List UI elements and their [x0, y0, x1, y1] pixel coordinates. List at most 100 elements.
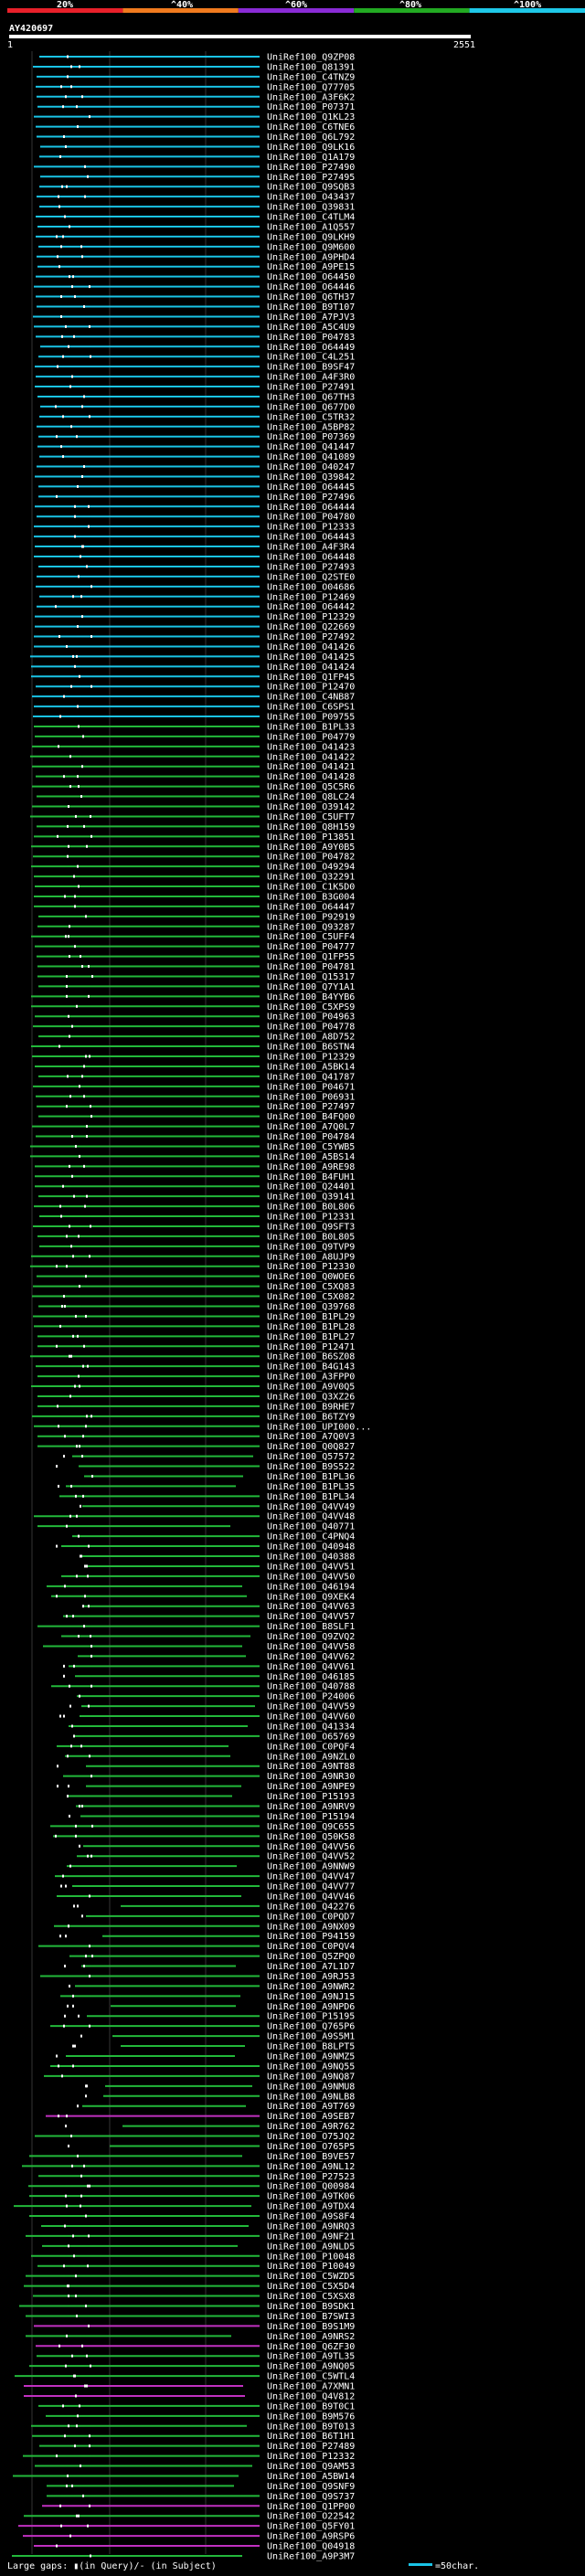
- hit-label[interactable]: UniRef100_Q4VV56: [267, 1842, 355, 1852]
- hit-label[interactable]: UniRef100_B1PL29: [267, 1312, 355, 1322]
- hit-label[interactable]: UniRef100_Q9ZP08: [267, 53, 355, 63]
- hit-label[interactable]: UniRef100_Q32291: [267, 873, 355, 883]
- hit-label[interactable]: UniRef100_A9R762: [267, 2122, 355, 2132]
- hit-label[interactable]: UniRef100_A9TDX4: [267, 2202, 355, 2212]
- hit-label[interactable]: UniRef100_B9S522: [267, 1462, 355, 1472]
- hit-label[interactable]: UniRef100_Q6TH37: [267, 292, 355, 302]
- hit-label[interactable]: UniRef100_A9NPE9: [267, 1782, 355, 1792]
- hit-label[interactable]: UniRef100_Q9SFT3: [267, 1222, 355, 1232]
- hit-label[interactable]: UniRef100_Q3XZ26: [267, 1392, 355, 1402]
- hit-label[interactable]: UniRef100_A5BW14: [267, 2472, 355, 2482]
- hit-label[interactable]: UniRef100_O40247: [267, 462, 355, 472]
- hit-label[interactable]: UniRef100_Q4VV50: [267, 1572, 355, 1582]
- hit-label[interactable]: UniRef100_C0PQF4: [267, 1742, 355, 1752]
- hit-label[interactable]: UniRef100_Q4VV63: [267, 1602, 355, 1612]
- hit-label[interactable]: UniRef100_B9SDK1: [267, 2302, 355, 2312]
- hit-label[interactable]: UniRef100_A4F3R4: [267, 543, 355, 553]
- hit-label[interactable]: UniRef100_A9RJ53: [267, 1972, 355, 1982]
- hit-label[interactable]: UniRef100_C0PQD7: [267, 1912, 355, 1922]
- hit-label[interactable]: UniRef100_O65769: [267, 1732, 355, 1742]
- hit-label[interactable]: UniRef100_P04671: [267, 1082, 355, 1092]
- hit-label[interactable]: UniRef100_Q81391: [267, 62, 355, 72]
- hit-label[interactable]: UniRef100_O41426: [267, 642, 355, 652]
- hit-label[interactable]: UniRef100_Q4VV49: [267, 1502, 355, 1512]
- hit-label[interactable]: UniRef100_Q6ZF30: [267, 2342, 355, 2352]
- hit-label[interactable]: UniRef100_Q4VV47: [267, 1872, 355, 1882]
- hit-label[interactable]: UniRef100_Q4VV62: [267, 1652, 355, 1662]
- hit-label[interactable]: UniRef100_A9S8F4: [267, 2212, 355, 2222]
- hit-label[interactable]: UniRef100_A9NQ87: [267, 2072, 355, 2082]
- hit-label[interactable]: UniRef100_P10049: [267, 2262, 355, 2272]
- hit-label[interactable]: UniRef100_P10048: [267, 2252, 355, 2262]
- hit-label[interactable]: UniRef100_Q9ZVQ2: [267, 1632, 355, 1642]
- hit-label[interactable]: UniRef100_C5YWB5: [267, 1142, 355, 1152]
- hit-label[interactable]: UniRef100_Q22669: [267, 622, 355, 632]
- hit-label[interactable]: UniRef100_O41422: [267, 752, 355, 762]
- hit-label[interactable]: UniRef100_Q15317: [267, 972, 355, 982]
- hit-label[interactable]: UniRef100_Q39768: [267, 1302, 355, 1312]
- hit-label[interactable]: UniRef100_A9NZL0: [267, 1752, 355, 1762]
- hit-label[interactable]: UniRef100_P15193: [267, 1792, 355, 1802]
- hit-label[interactable]: UniRef100_P04963: [267, 1012, 355, 1023]
- hit-label[interactable]: UniRef100_C5XSX8: [267, 2292, 355, 2302]
- hit-label[interactable]: UniRef100_A5BK14: [267, 1062, 355, 1072]
- hit-label[interactable]: UniRef100_Q9SNF9: [267, 2482, 355, 2492]
- hit-label[interactable]: UniRef100_P94159: [267, 1932, 355, 1942]
- hit-label[interactable]: UniRef100_Q6L792: [267, 133, 355, 143]
- hit-label[interactable]: UniRef100_Q9AM53: [267, 2462, 355, 2472]
- hit-label[interactable]: UniRef100_A9NNW9: [267, 1862, 355, 1872]
- hit-label[interactable]: UniRef100_Q4VV51: [267, 1562, 355, 1572]
- hit-label[interactable]: UniRef100_Q04918: [267, 2542, 355, 2552]
- hit-label[interactable]: UniRef100_O22542: [267, 2512, 355, 2522]
- hit-label[interactable]: UniRef100_Q1FP55: [267, 952, 355, 962]
- hit-label[interactable]: UniRef100_O64445: [267, 482, 355, 493]
- hit-label[interactable]: UniRef100_O04686: [267, 582, 355, 592]
- hit-label[interactable]: UniRef100_P92919: [267, 912, 355, 922]
- hit-label[interactable]: UniRef100_B9T013: [267, 2422, 355, 2432]
- hit-label[interactable]: UniRef100_B9SF47: [267, 363, 355, 373]
- hit-label[interactable]: UniRef100_A9NLD5: [267, 2242, 355, 2252]
- hit-label[interactable]: UniRef100_A9TL35: [267, 2352, 355, 2362]
- hit-label[interactable]: UniRef100_A7L1D7: [267, 1962, 355, 1972]
- hit-label[interactable]: UniRef100_P09755: [267, 713, 355, 723]
- hit-label[interactable]: UniRef100_A8UJP9: [267, 1252, 355, 1262]
- hit-label[interactable]: UniRef100_Q2STE0: [267, 572, 355, 582]
- hit-label[interactable]: UniRef100_A5BS14: [267, 1152, 355, 1162]
- hit-label[interactable]: UniRef100_A9NX09: [267, 1922, 355, 1932]
- hit-label[interactable]: UniRef100_B8SLF1: [267, 1622, 355, 1632]
- hit-label[interactable]: UniRef100_Q1A179: [267, 153, 355, 163]
- hit-label[interactable]: UniRef100_P06931: [267, 1092, 355, 1102]
- hit-label[interactable]: UniRef100_P27496: [267, 493, 355, 503]
- hit-label[interactable]: UniRef100_A3F6K2: [267, 92, 355, 102]
- hit-label[interactable]: UniRef100_P27495: [267, 173, 355, 183]
- hit-label[interactable]: UniRef100_O64447: [267, 902, 355, 912]
- hit-label[interactable]: UniRef100_Q9LK16: [267, 143, 355, 153]
- hit-label[interactable]: UniRef100_P04780: [267, 513, 355, 523]
- hit-label[interactable]: UniRef100_B6SZ08: [267, 1352, 355, 1362]
- hit-label[interactable]: UniRef100_B0L806: [267, 1203, 355, 1213]
- hit-label[interactable]: UniRef100_Q8LC24: [267, 792, 355, 802]
- hit-label[interactable]: UniRef100_Q50K58: [267, 1832, 355, 1842]
- hit-label[interactable]: UniRef100_A9RE98: [267, 1162, 355, 1172]
- hit-label[interactable]: UniRef100_B3G004: [267, 892, 355, 902]
- hit-label[interactable]: UniRef100_C4L251: [267, 353, 355, 363]
- hit-label[interactable]: UniRef100_P24006: [267, 1692, 355, 1702]
- hit-label[interactable]: UniRef100_B1PL36: [267, 1472, 355, 1482]
- hit-label[interactable]: UniRef100_Q5C5R6: [267, 782, 355, 792]
- hit-label[interactable]: UniRef100_P12331: [267, 1213, 355, 1223]
- hit-label[interactable]: UniRef100_Q4VV48: [267, 1512, 355, 1522]
- hit-label[interactable]: UniRef100_O43437: [267, 193, 355, 203]
- hit-label[interactable]: UniRef100_Q41089: [267, 452, 355, 462]
- hit-label[interactable]: UniRef100_O64449: [267, 343, 355, 353]
- hit-label[interactable]: UniRef100_Q1KL23: [267, 112, 355, 122]
- hit-label[interactable]: UniRef100_A9NR30: [267, 1772, 355, 1782]
- hit-label[interactable]: UniRef100_P27489: [267, 2442, 355, 2452]
- hit-label[interactable]: UniRef100_P04782: [267, 853, 355, 863]
- hit-label[interactable]: UniRef100_C5WTL4: [267, 2372, 355, 2382]
- hit-label[interactable]: UniRef100_A7XMN1: [267, 2382, 355, 2392]
- hit-label[interactable]: UniRef100_B4YYB6: [267, 992, 355, 1002]
- hit-label[interactable]: UniRef100_Q41447: [267, 442, 355, 452]
- hit-label[interactable]: UniRef100_A4F3R0: [267, 373, 355, 383]
- hit-label[interactable]: UniRef100_P27491: [267, 383, 355, 393]
- hit-label[interactable]: UniRef100_O41421: [267, 762, 355, 772]
